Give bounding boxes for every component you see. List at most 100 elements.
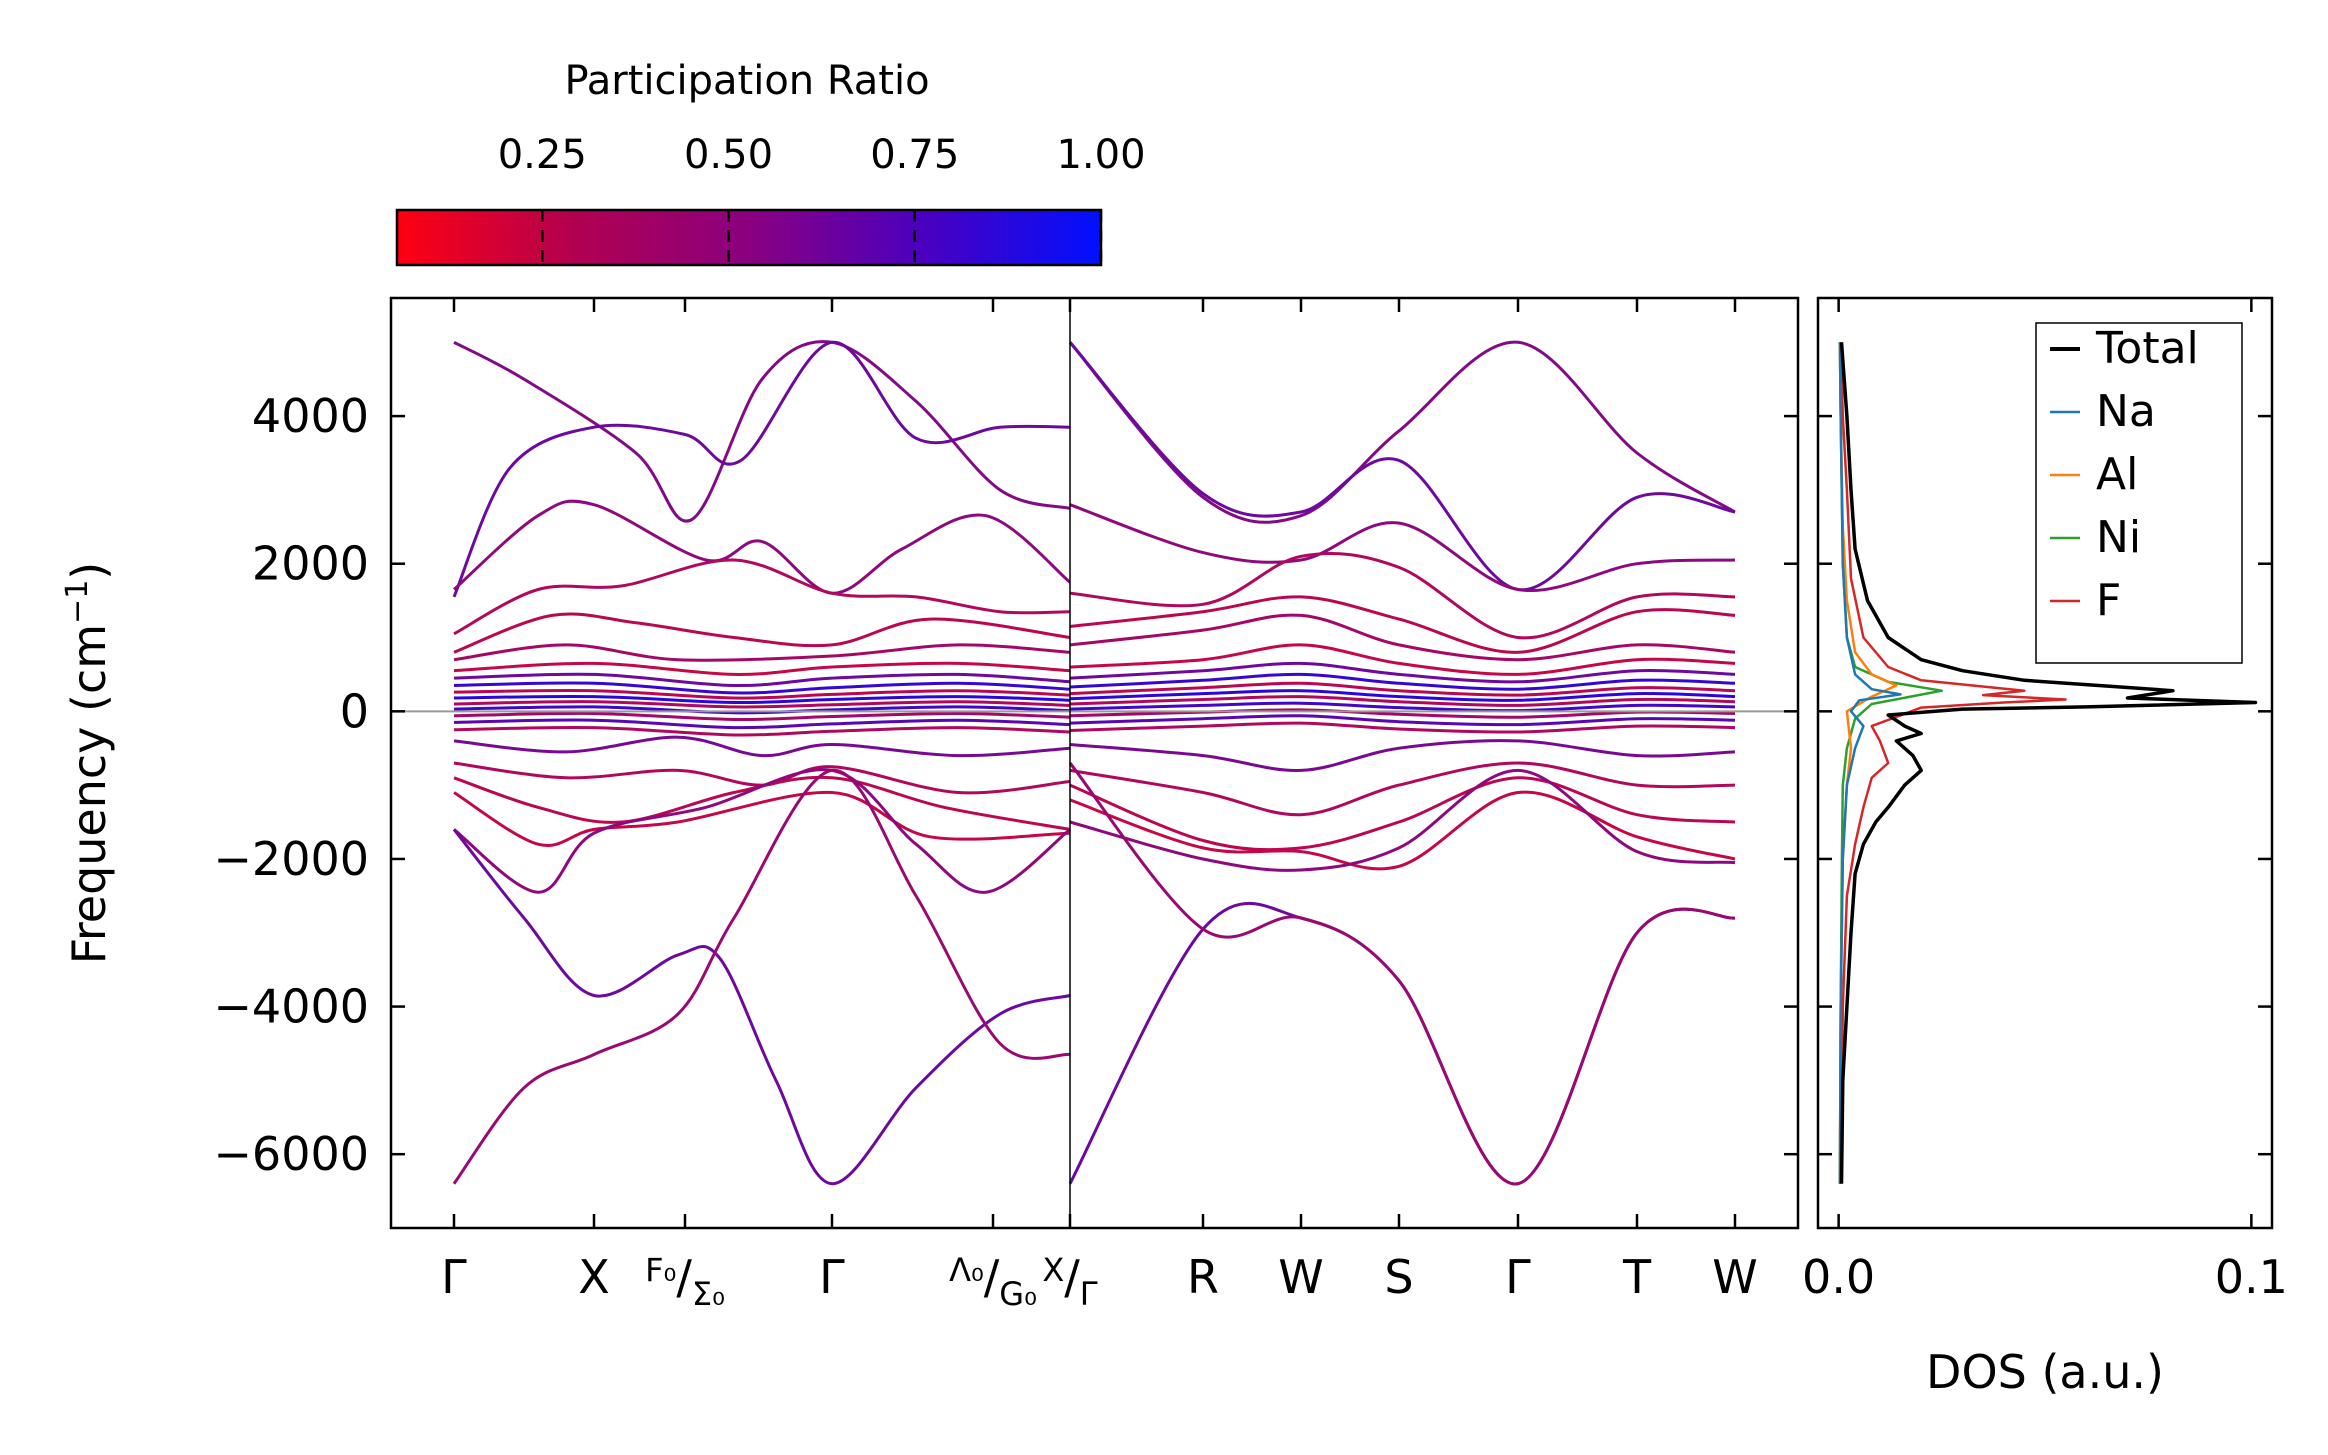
y-tick-label: −6000 xyxy=(213,1127,369,1181)
dos-legend: Total Na Al Ni F xyxy=(2035,322,2243,664)
band-line xyxy=(1069,739,1736,772)
band-line xyxy=(1068,762,1736,1186)
x-tick-label-lower: Γ xyxy=(1080,1275,1098,1313)
band-line xyxy=(1069,768,1736,872)
band-line xyxy=(1069,613,1736,662)
dos-axes-frame xyxy=(1816,296,2274,1230)
x-tick-label: Γ xyxy=(819,1250,845,1304)
x-tick-label: W xyxy=(1712,1250,1757,1304)
colorbar-tick-label: 1.00 xyxy=(1056,132,1145,178)
colorbar-tick-label: 0.75 xyxy=(870,132,959,178)
y-axis-label-sup: −1 xyxy=(60,580,95,624)
band-line xyxy=(453,661,1071,676)
colorbar-title: Participation Ratio xyxy=(564,58,929,104)
legend-label-al: Al xyxy=(2096,449,2138,500)
colorbar-tick-label: 0.50 xyxy=(684,132,773,178)
band-line xyxy=(1068,340,1736,524)
y-axis-label-text: Frequency (cm xyxy=(62,624,116,964)
band-line xyxy=(452,828,1071,1186)
band-line xyxy=(1069,681,1736,697)
dos-series-f xyxy=(1839,342,2067,1184)
y-tick-label: 4000 xyxy=(252,389,369,443)
colorbar: Participation Ratio 0.25 0.50 0.75 1.00 xyxy=(395,58,1146,267)
x-tick-label: Γ xyxy=(441,1250,467,1304)
legend-frame xyxy=(2035,322,2243,664)
legend-label-na: Na xyxy=(2096,386,2156,437)
x-tick-label: Γ xyxy=(1505,1250,1531,1304)
x-tick-label: R xyxy=(1187,1250,1219,1304)
legend-label-f: F xyxy=(2096,575,2121,626)
band-line xyxy=(453,761,1071,795)
band-lines xyxy=(452,340,1736,1186)
x-tick-label: X xyxy=(578,1250,610,1304)
band-line xyxy=(453,688,1071,700)
dos-panel: 0.0 0.1 DOS (a.u.) Total Na Al Ni F xyxy=(1802,296,2288,1399)
colorbar-ticks: 0.25 0.50 0.75 1.00 xyxy=(498,132,1146,265)
band-line xyxy=(1069,721,1736,734)
x-tick-label-lower: Σ₀ xyxy=(692,1275,725,1313)
band-line xyxy=(452,768,1071,1185)
band-line xyxy=(1069,551,1736,640)
band-line xyxy=(453,711,1071,722)
band-line xyxy=(1069,503,1736,593)
band-line xyxy=(453,700,1071,709)
band-line xyxy=(1069,643,1736,676)
legend-label-ni: Ni xyxy=(2096,512,2141,563)
band-line xyxy=(453,499,1071,595)
y-tick-label: −4000 xyxy=(213,980,369,1034)
legend-label-total: Total xyxy=(2095,323,2199,374)
dos-x-tick-label: 0.0 xyxy=(1802,1250,1875,1304)
x-tick-label: T xyxy=(1622,1250,1652,1304)
x-tick-label-upper: F₀ xyxy=(645,1251,676,1289)
x-tick-label-upper: Λ₀ xyxy=(949,1251,984,1289)
band-line xyxy=(453,725,1071,737)
dos-lines xyxy=(1838,342,2258,1184)
y-axis-label-close: ) xyxy=(62,562,116,580)
band-line xyxy=(1069,661,1736,684)
band-line xyxy=(1069,776,1736,852)
dos-series-na xyxy=(1838,342,1902,1184)
band-x-ticks: Γ X F₀/Σ₀ Γ Λ₀/G₀X/Γ R W S Γ T W xyxy=(441,298,1758,1313)
band-line xyxy=(1069,689,1736,702)
band-line xyxy=(453,694,1071,705)
x-tick-label-lower: G₀ xyxy=(999,1275,1037,1313)
x-tick-label-fraction: X/Γ xyxy=(1042,1250,1097,1313)
band-line xyxy=(453,768,1071,894)
band-line xyxy=(453,558,1071,636)
y-tick-label: 2000 xyxy=(252,537,369,591)
y-tick-label: 0 xyxy=(340,684,369,738)
dos-series-ni xyxy=(1838,342,1944,1184)
band-line xyxy=(1069,701,1736,713)
colorbar-tick-label: 0.25 xyxy=(498,132,587,178)
dos-series-total xyxy=(1839,342,2258,1184)
band-line xyxy=(453,790,1071,847)
band-line xyxy=(453,681,1071,695)
x-tick-label-slash: / xyxy=(1064,1250,1080,1304)
band-line xyxy=(453,643,1071,662)
y-tick-label: −2000 xyxy=(213,832,369,886)
band-line xyxy=(452,340,1071,598)
y-axis-label: Frequency (cm−1) xyxy=(60,562,116,965)
band-line xyxy=(1069,695,1736,707)
x-tick-label-upper: X xyxy=(1042,1251,1064,1289)
band-line xyxy=(1069,790,1736,871)
band-line xyxy=(1068,341,1736,592)
band-axes-frame xyxy=(389,296,1800,1230)
band-line xyxy=(453,775,1071,831)
x-tick-label-slash: / xyxy=(676,1250,692,1304)
band-line xyxy=(1069,761,1736,817)
band-line xyxy=(453,672,1071,688)
band-line xyxy=(1069,595,1736,654)
band-line xyxy=(1069,714,1736,727)
band-line xyxy=(1069,672,1736,691)
band-line xyxy=(1068,901,1736,1186)
band-line xyxy=(453,340,1071,523)
dos-x-axis-label: DOS (a.u.) xyxy=(1926,1345,2164,1399)
x-tick-label: W xyxy=(1278,1250,1323,1304)
band-y-ticks: 4000 2000 0 −2000 −4000 −6000 xyxy=(213,389,1798,1181)
x-tick-label: S xyxy=(1384,1250,1413,1304)
band-line xyxy=(453,612,1071,654)
x-tick-label-fraction: Λ₀/G₀ xyxy=(949,1250,1037,1313)
dos-x-tick-label: 0.1 xyxy=(2215,1250,2288,1304)
